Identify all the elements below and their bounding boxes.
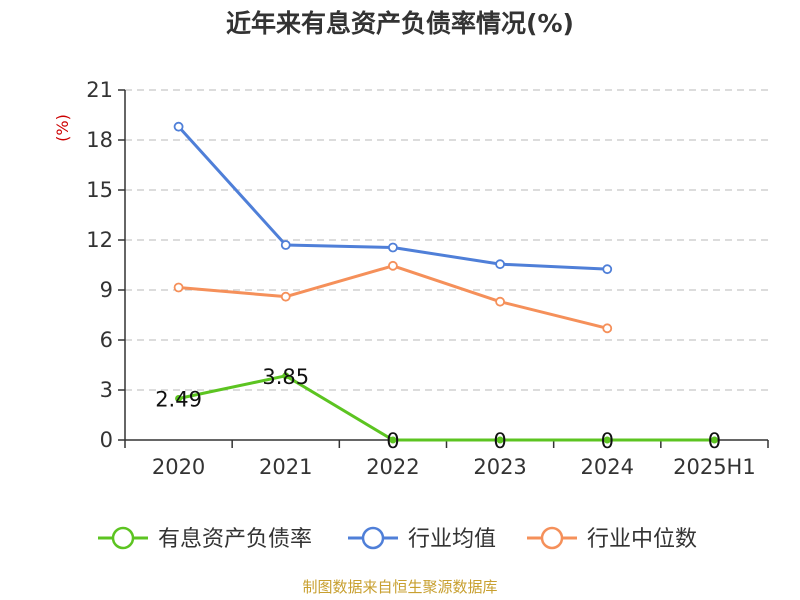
data-point[interactable]	[282, 372, 290, 380]
data-label: 2.49	[155, 388, 202, 412]
data-label: 3.85	[262, 365, 309, 389]
y-tick-label: 0	[100, 428, 113, 452]
y-tick-label: 9	[100, 278, 113, 302]
legend-label: 有息资产负债率	[158, 527, 312, 552]
y-tick-label: 18	[86, 128, 113, 152]
series-group	[173, 121, 718, 444]
legend-label: 行业均值	[408, 527, 496, 552]
data-point[interactable]	[175, 395, 183, 402]
legend[interactable]: 有息资产负债率 行业均值 行业中位数	[98, 526, 697, 552]
y-axis-unit: (%)	[53, 114, 72, 142]
data-label: 0	[708, 429, 721, 453]
data-point[interactable]	[173, 282, 184, 293]
y-tick-label: 3	[100, 378, 113, 402]
data-label: 0	[386, 429, 399, 453]
y-tick-label: 12	[86, 228, 113, 252]
data-labels: 2.49 3.85 0 0 0 0	[155, 365, 721, 453]
data-label: 0	[493, 429, 506, 453]
data-point[interactable]	[280, 291, 291, 302]
series-line-0	[178, 374, 715, 442]
x-tick-label: 2022	[366, 455, 419, 479]
data-point[interactable]	[280, 240, 291, 250]
legend-item-0[interactable]: 有息资产负债率	[98, 526, 312, 552]
grid-lines	[125, 89, 768, 391]
source-note: 制图数据来自恒生聚源数据库	[302, 578, 497, 596]
data-point[interactable]	[389, 436, 397, 444]
data-point[interactable]	[710, 436, 718, 444]
legend-marker	[361, 526, 385, 550]
data-point[interactable]	[602, 323, 613, 334]
x-tick-label: 2024	[581, 455, 634, 479]
x-tick-label: 2020	[152, 455, 205, 479]
series-line-2	[178, 264, 608, 330]
data-point[interactable]	[173, 121, 184, 132]
x-tick-label: 2025H1	[673, 455, 756, 479]
data-point[interactable]	[388, 242, 398, 253]
y-tick-label: 15	[86, 178, 113, 202]
legend-item-2[interactable]: 行业中位数	[527, 526, 697, 552]
data-label: 0	[601, 429, 614, 453]
x-tick-label: 2023	[473, 455, 526, 479]
data-point[interactable]	[496, 436, 504, 444]
x-tick-label: 2021	[259, 455, 312, 479]
data-point[interactable]	[602, 264, 613, 275]
data-point[interactable]	[495, 259, 505, 270]
data-point[interactable]	[388, 260, 398, 271]
legend-marker	[111, 526, 135, 550]
legend-marker	[540, 526, 564, 550]
data-point[interactable]	[603, 436, 611, 444]
data-point[interactable]	[495, 296, 505, 307]
axes: 0 3 6 9 12 15 18 21 2020 2021 2022 2023 2024 2025H1	[86, 78, 769, 479]
legend-label: 行业中位数	[587, 527, 697, 552]
chart-title: 近年来有息资产负债率情况(%)	[226, 9, 574, 38]
y-tick-label: 21	[86, 78, 113, 102]
y-tick-label: 6	[100, 328, 113, 352]
legend-item-1[interactable]: 行业均值	[348, 526, 496, 552]
